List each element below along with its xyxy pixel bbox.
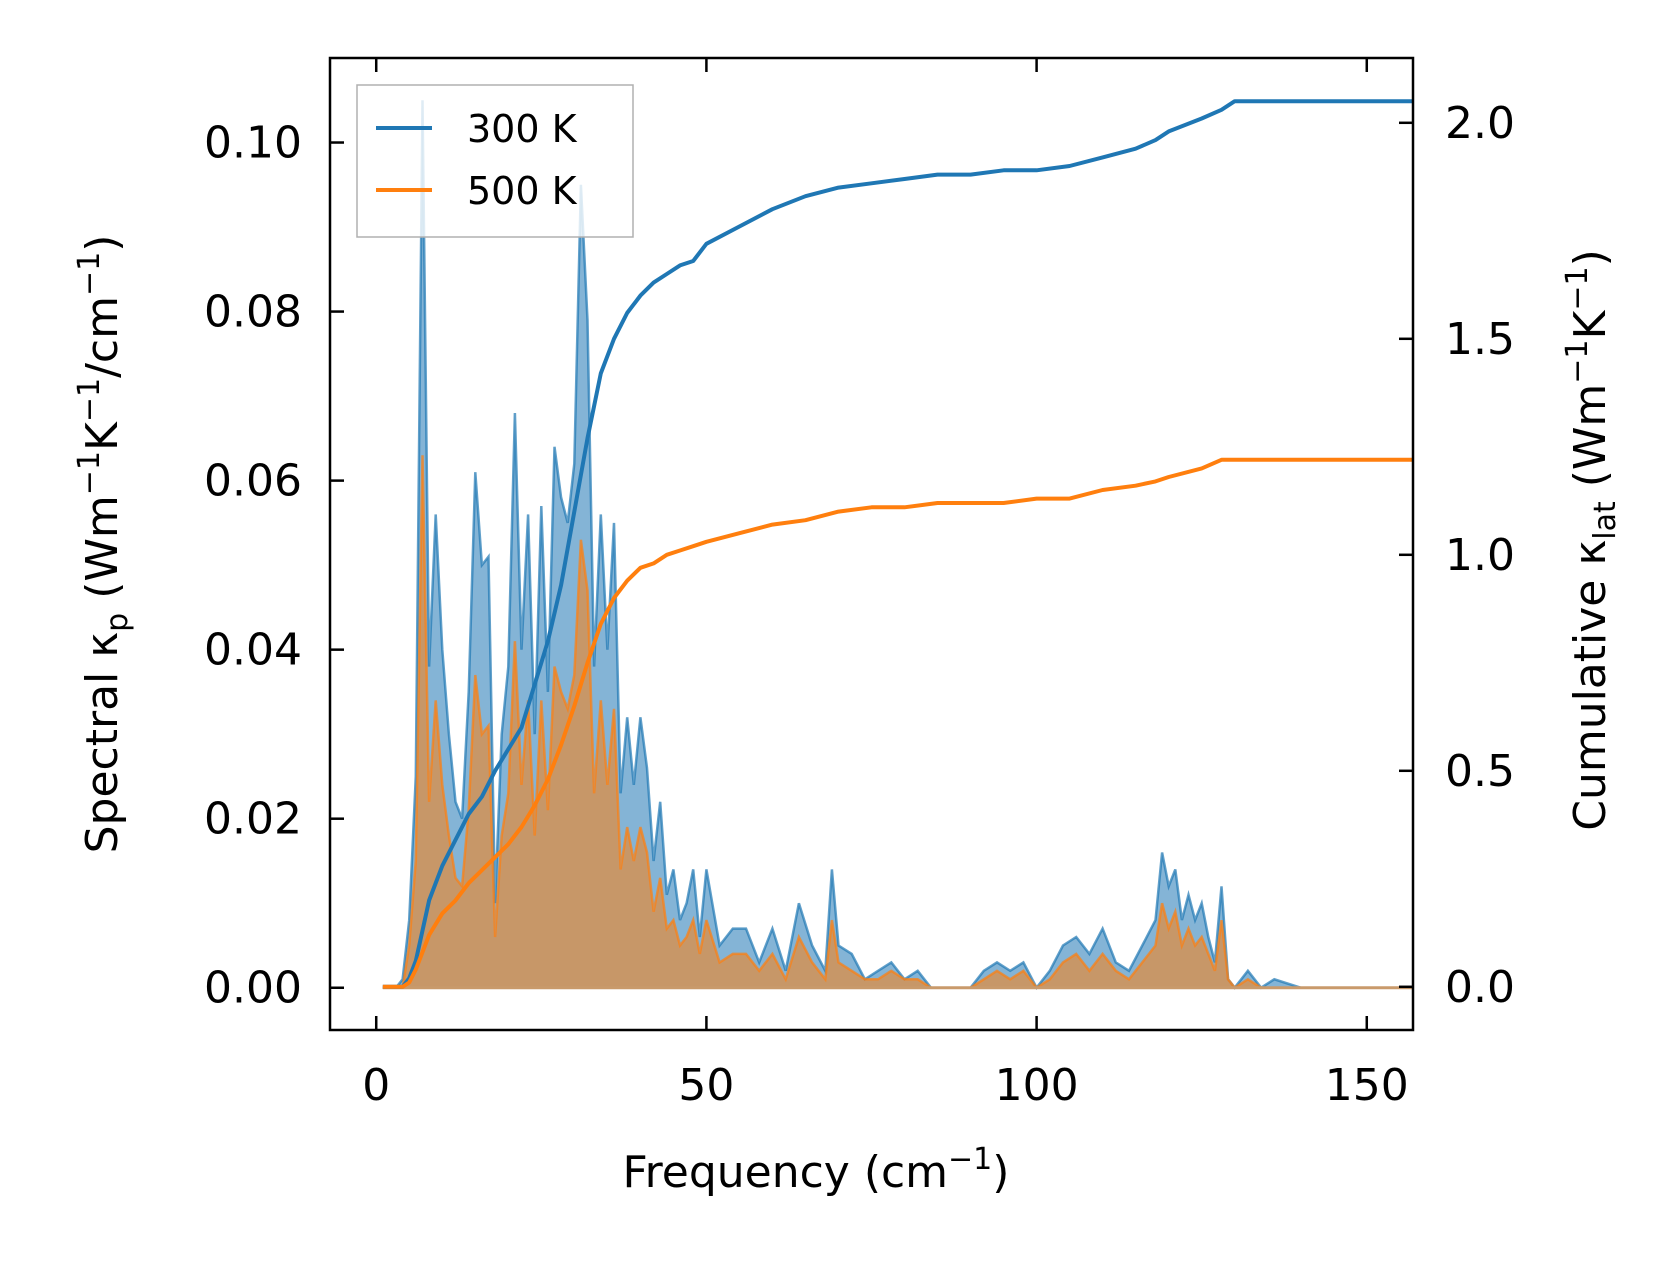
x-axis-title-end: )	[992, 1147, 1009, 1198]
y-left-tick-label: 0.02	[204, 794, 302, 845]
y-right-title-sup1: −1	[1560, 339, 1595, 383]
y-right-title-unit-b: K	[1565, 309, 1616, 339]
legend: 300 K 500 K	[357, 85, 633, 237]
y-right-title-sup2: −1	[1560, 266, 1595, 310]
y-left-tick-label: 0.06	[204, 456, 302, 507]
y-left-title-sub: p	[100, 613, 135, 632]
x-tick-label: 50	[678, 1060, 734, 1111]
x-axis-title-main: Frequency (cm	[623, 1147, 949, 1198]
y-left-title-sup2: −1	[72, 378, 107, 422]
y-right-tick-label: 0.5	[1445, 746, 1515, 797]
y-left-tick-label: 0.10	[204, 118, 302, 169]
y-axis-left-title: Spectral κp (Wm−1K−1/cm−1)	[72, 235, 135, 854]
y-left-title-unit-c: /cm	[77, 296, 128, 378]
y-left-tick-label: 0.04	[204, 625, 302, 676]
y-left-title-unit-b: K	[77, 421, 128, 451]
y-right-title-main: Cumulative κ	[1565, 540, 1616, 831]
chart: 0 50 100 150 0.00 0.02 0.04 0.06 0.08 0.10 0.0 0.5 1…	[0, 0, 1679, 1264]
x-axis-title-sup: −1	[948, 1142, 992, 1177]
legend-label-300k: 300 K	[467, 107, 578, 151]
y-left-title-unit-a: (Wm	[77, 495, 128, 613]
x-tick-label: 0	[362, 1060, 390, 1111]
y-left-title-sup1: −1	[72, 451, 107, 495]
y-left-tick-label: 0.00	[204, 963, 302, 1014]
y-left-tick-label: 0.08	[204, 287, 302, 338]
y-right-tick-label: 2.0	[1445, 98, 1515, 149]
legend-label-500k: 500 K	[467, 169, 578, 213]
y-right-title-sub: lat	[1588, 501, 1623, 540]
y-right-tick-label: 1.5	[1445, 314, 1515, 365]
y-right-title-end: )	[1565, 249, 1616, 266]
y-left-title-sup3: −1	[72, 252, 107, 296]
y-right-tick-label: 1.0	[1445, 530, 1515, 581]
y-left-title-end: )	[77, 235, 128, 252]
y-axis-right-title: Cumulative κlat (Wm−1K−1)	[1560, 249, 1623, 831]
y-right-title-unit-a: (Wm	[1565, 384, 1616, 502]
y-left-title-main: Spectral κ	[77, 632, 128, 854]
x-tick-label: 150	[1325, 1060, 1409, 1111]
y-right-tick-label: 0.0	[1445, 962, 1515, 1013]
x-tick-label: 100	[995, 1060, 1079, 1111]
